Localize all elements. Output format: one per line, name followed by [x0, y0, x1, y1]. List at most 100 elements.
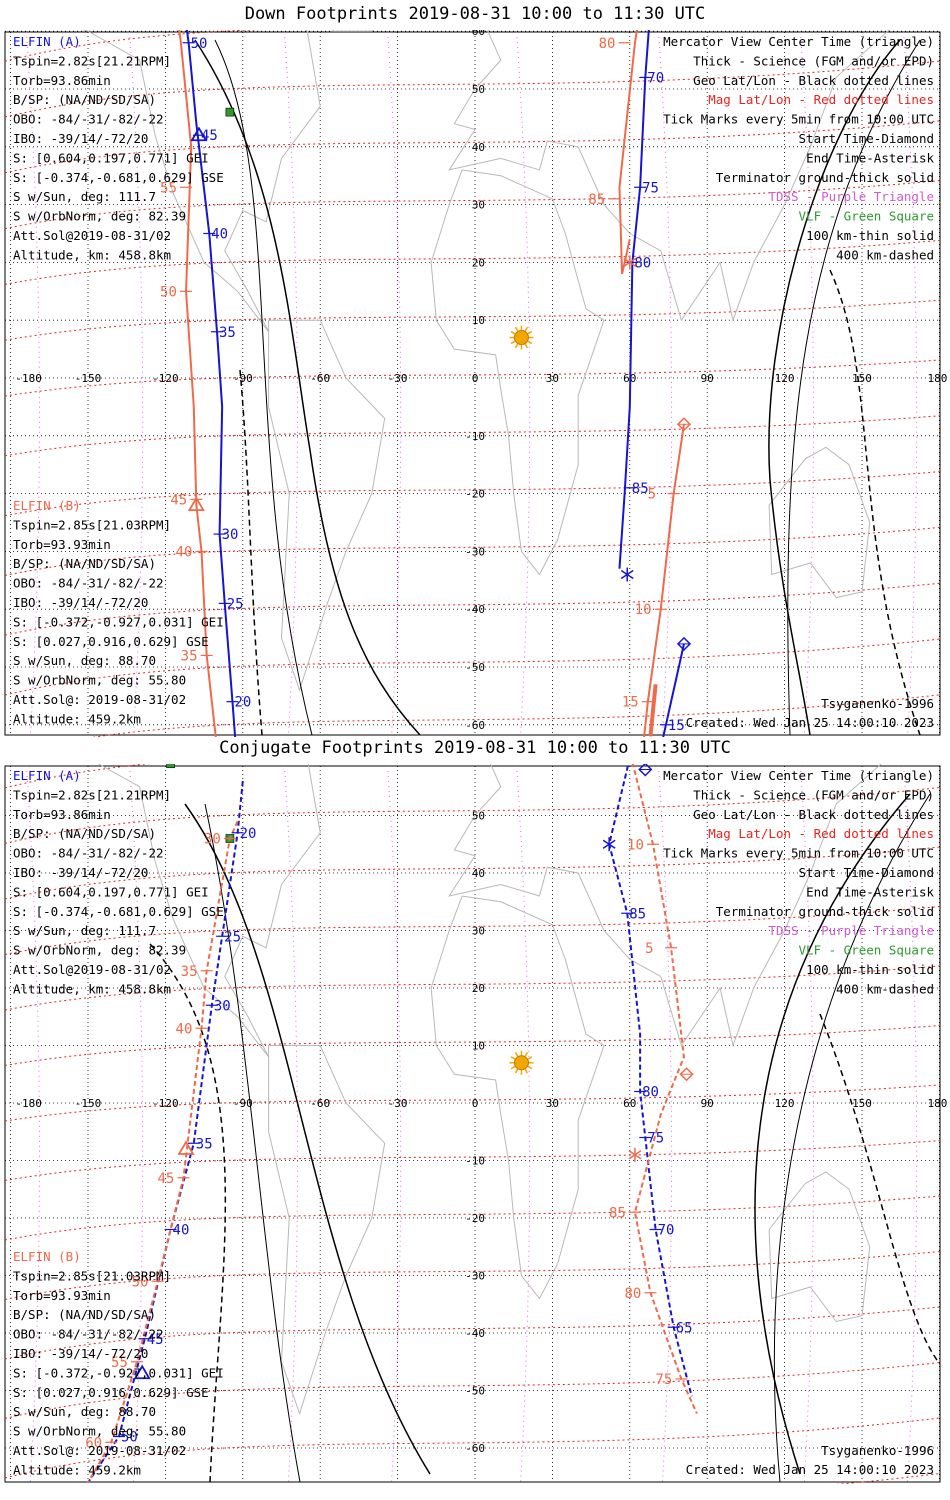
lat-tick-label: 10	[472, 314, 485, 327]
sun-ray	[514, 1068, 519, 1074]
axis-labels: -180-150-120-90-60-300306090120150180706…	[15, 30, 947, 732]
landmass	[97, 764, 321, 1058]
map-frame	[4, 31, 941, 736]
mag-parallel	[4, 1140, 941, 1181]
legend-item: 400 km-dashed	[836, 247, 934, 262]
landmass	[332, 30, 374, 32]
model-name: Tsyganenko-1996	[821, 696, 934, 711]
info-line: S w/OrbNorm, deg: 55.80	[13, 673, 186, 688]
mag-parallel	[4, 1417, 941, 1479]
elfin-name: ELFIN (B)	[13, 1249, 81, 1264]
lat-tick-label: 50	[472, 83, 485, 96]
lat-tick-label: 40	[472, 867, 485, 880]
conjugate-footprints-title: Conjugate Footprints 2019-08-31 10:00 to…	[219, 738, 731, 758]
sun-ray	[510, 340, 516, 345]
lat-tick-label: 20	[472, 256, 485, 269]
ground-stations	[225, 107, 235, 117]
info-line: OBO: -84/-31/-82/-22	[13, 846, 164, 861]
elfin-name: ELFIN (A)	[13, 34, 81, 49]
lat-tick-label: -30	[465, 545, 485, 558]
elfin-b-tick-label: 5	[648, 487, 656, 503]
elfin-b-tick-label: 15	[622, 695, 639, 711]
elfin-b-tick-label: 85	[609, 1205, 626, 1221]
track-tick-labels: 2025303540455085807570653035404550556010…	[85, 826, 692, 1452]
legend-item: End Time-Asterisk	[806, 884, 934, 899]
landmass	[268, 1045, 386, 1416]
coastlines	[97, 764, 882, 1416]
mag-parallel	[4, 526, 941, 576]
elfin-a-tick-label: 35	[196, 1136, 213, 1152]
elfin-b-tick-label: 10	[627, 837, 644, 853]
info-info_b: ELFIN (B) Tspin=2.85s[21.03RPM] Torb=93.93…	[13, 1249, 224, 1477]
sun-ray	[527, 1056, 533, 1060]
elfin-a-tick-label: 65	[676, 1320, 693, 1336]
sun-icon	[509, 1050, 534, 1075]
terminator-east-400km	[829, 269, 921, 736]
lat-tick-label: -50	[465, 1385, 485, 1398]
legend-item: 400 km-dashed	[836, 981, 934, 996]
landmass	[768, 1171, 871, 1323]
center-time-triangle-icon	[177, 1140, 195, 1155]
info-line: Tspin=2.85s[21.03RPM]	[13, 1268, 171, 1283]
lon-tick-label: 150	[852, 372, 872, 385]
legend-item: Geo Lat/Lon - Black dotted lines	[693, 73, 934, 88]
lon-tick-label: 180	[927, 1097, 947, 1110]
lat-tick-label: -50	[465, 661, 485, 674]
sun-ray	[527, 330, 533, 335]
model-name: Tsyganenko-1996	[821, 1443, 934, 1458]
info-info_a: ELFIN (A) Tspin=2.82s[21.21RPM] Torb=93.86…	[13, 768, 224, 996]
elfin-b-tick-label: 30	[204, 832, 221, 848]
legend: Mercator View Center Time (triangle) Thic…	[663, 768, 934, 996]
info-line: OBO: -84/-31/-82/-22	[13, 576, 164, 591]
elfin-b-track-east	[618, 30, 639, 275]
coastlines	[82, 30, 890, 692]
lon-tick-label: -30	[388, 1097, 408, 1110]
elfin-b-tick-label: 50	[132, 1274, 149, 1290]
lon-tick-label: -90	[233, 1097, 253, 1110]
elfin-a-track-west	[87, 780, 244, 1484]
elfin-a-tick-label: 70	[647, 70, 664, 86]
down-footprints-title: Down Footprints 2019-08-31 10:00 to 11:3…	[244, 4, 706, 24]
end-asterisk-icon	[620, 567, 634, 582]
elfin-a-tick-label: 75	[642, 180, 659, 196]
legend-item: Mag Lat/Lon - Red dotted lines	[708, 92, 934, 107]
sun-ray	[510, 330, 516, 335]
info-line: B/SP: (NA/ND/SD/SA)	[13, 556, 156, 571]
vlf-square-icon	[166, 764, 175, 769]
elfin-a-tick-label: 85	[632, 481, 649, 497]
elfin-b-tick-label: 80	[624, 1286, 641, 1302]
sun-ray	[524, 1051, 529, 1058]
info-line: S w/OrbNorm, deg: 55.80	[13, 1424, 186, 1439]
info-line: IBO: -39/14/-72/20	[13, 131, 148, 146]
mag-parallel	[4, 1362, 941, 1419]
elfin-b-tick-label: 55	[111, 1355, 128, 1371]
end-asterisk-icon	[623, 255, 637, 270]
info-line: Att.Sol@2019-08-31/02	[13, 962, 171, 977]
lon-tick-label: 90	[701, 1097, 714, 1110]
elfin-a-tick-label: 40	[211, 227, 228, 243]
lat-tick-label: -40	[465, 1327, 485, 1340]
elfin-b-tick-label: 85	[588, 192, 605, 208]
info-line: Altitude, km: 458.8km	[13, 981, 171, 996]
info-line: S w/Sun, deg: 111.7	[13, 923, 156, 938]
lon-tick-label: -180	[15, 1097, 42, 1110]
elfin-a-track-east	[618, 30, 650, 569]
info-line: Altitude: 459.2km	[13, 1462, 141, 1477]
mag-parallel	[4, 60, 941, 118]
elfin-b-tick-label: 5	[645, 941, 653, 957]
elfin-b-tick-label: 50	[160, 284, 177, 300]
lat-tick-label: -10	[465, 1155, 485, 1168]
legend: Mercator View Center Time (triangle) Thic…	[663, 34, 934, 262]
asterisk-stroke	[623, 257, 637, 268]
lon-tick-label: 60	[623, 1097, 636, 1110]
elfin-a-tick-label: 85	[629, 906, 646, 922]
vlf-square-icon	[225, 107, 235, 117]
map-frame	[4, 765, 941, 1483]
elfin-a-tick-label: 25	[224, 929, 241, 945]
elfin-a-tick-label: 30	[214, 998, 231, 1014]
terminator-east-100km	[773, 793, 931, 1483]
lon-tick-label: 30	[546, 1097, 559, 1110]
info-line: S w/Sun, deg: 111.7	[13, 189, 156, 204]
info-line: Att.Sol@: 2019-08-31/02	[13, 1443, 186, 1458]
lon-tick-label: -30	[388, 372, 408, 385]
